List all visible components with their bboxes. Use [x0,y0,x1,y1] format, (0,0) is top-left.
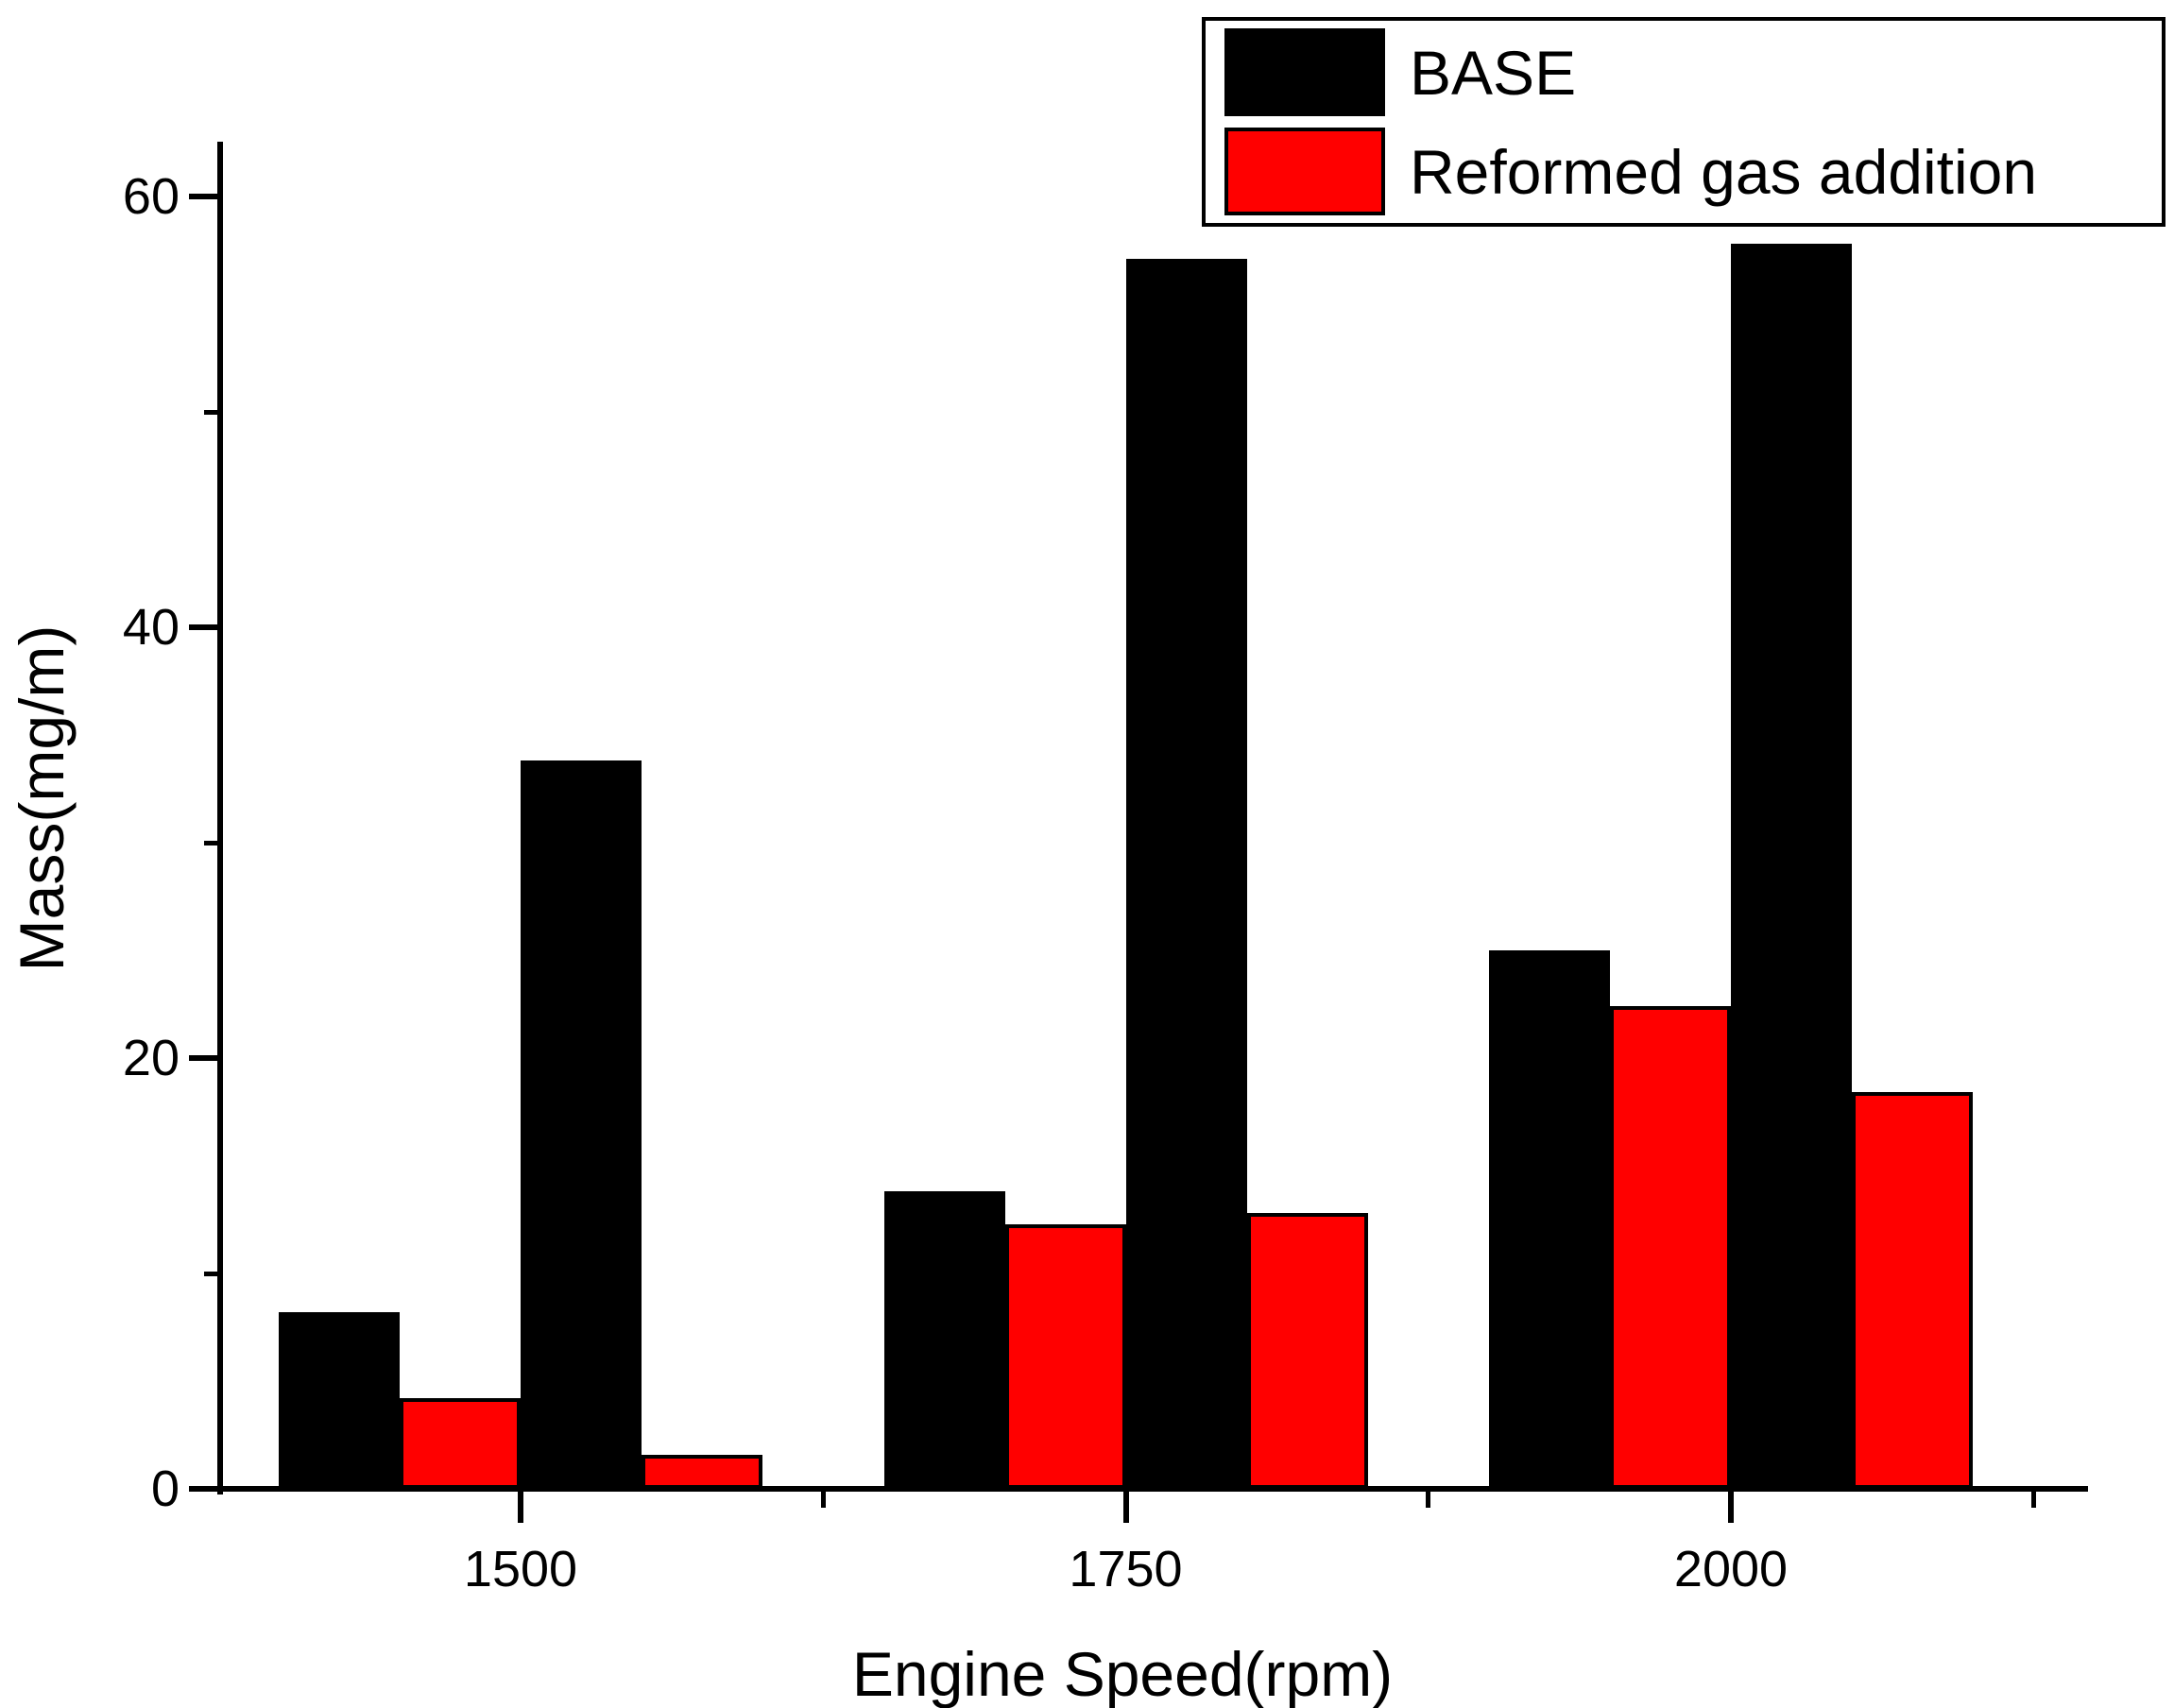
legend: BASE Reformed gas addition [1202,17,2165,227]
x-minor-tick [820,1492,826,1508]
y-tick-label: 60 [122,168,180,225]
bar-base [1489,950,1610,1489]
bar-reformed [1610,1006,1731,1489]
legend-swatch-reformed [1224,128,1385,215]
legend-label-base: BASE [1410,37,1577,108]
bar-reformed [642,1455,762,1489]
bar-reformed [1247,1213,1368,1489]
x-major-tick [1122,1492,1129,1523]
x-major-tick [518,1492,523,1523]
y-major-tick [189,194,220,199]
y-tick-label: 40 [122,599,180,656]
y-tick-label: 20 [122,1030,180,1086]
x-tick-label: 1750 [1069,1541,1183,1597]
y-axis-line [217,142,223,1494]
bar-reformed [1005,1224,1126,1489]
x-major-tick [1728,1492,1734,1523]
legend-row-reformed: Reformed gas addition [1224,128,2143,215]
y-major-tick [189,1486,220,1492]
x-tick-label: 1500 [463,1541,578,1597]
y-minor-tick [204,1272,220,1276]
bar-base [1126,259,1247,1489]
legend-row-base: BASE [1224,28,2143,116]
bar-base [521,760,642,1489]
x-axis-title: Engine Speed(rpm) [851,1639,1394,1708]
x-axis-line [217,1486,2088,1492]
x-minor-tick [2030,1492,2036,1508]
bar-base [1731,244,1852,1489]
y-axis-title: Mass(mg/m) [7,624,77,972]
bar-reformed [1852,1092,1973,1489]
bar-base [884,1191,1005,1489]
legend-label-reformed: Reformed gas addition [1410,136,2038,207]
bar-reformed [400,1398,521,1489]
x-tick-label: 2000 [1673,1541,1789,1597]
y-major-tick [189,1055,220,1061]
bar-base [279,1312,400,1489]
y-major-tick [189,624,220,630]
y-minor-tick [204,841,220,845]
y-tick-label: 0 [150,1460,180,1517]
legend-swatch-base [1224,28,1385,116]
x-minor-tick [1426,1492,1430,1508]
y-minor-tick [204,410,220,415]
